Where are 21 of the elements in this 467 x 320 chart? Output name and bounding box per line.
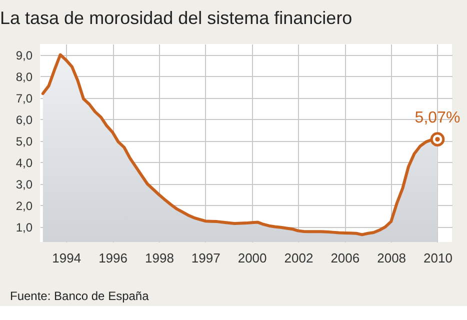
- x-tick-label: 2006: [330, 250, 360, 266]
- y-tick-label: 5,0: [16, 134, 33, 148]
- x-tick-label: 2008: [377, 250, 406, 266]
- y-tick-label: 6,0: [16, 112, 33, 127]
- y-tick-label: 3,0: [16, 177, 33, 192]
- annotation: 5,07%: [414, 109, 460, 126]
- x-tick-label: 1998: [144, 250, 174, 266]
- x-tick-label: 2000: [238, 250, 267, 266]
- x-tick-label: 1996: [98, 250, 128, 266]
- x-tick-label: 1994: [52, 250, 82, 266]
- x-tick-label: 2010: [424, 250, 452, 266]
- y-tick-label: 8,0: [16, 70, 33, 84]
- y-tick-label: 2,0: [16, 198, 33, 213]
- y-tick-label: 4,0: [16, 156, 33, 170]
- y-tick-label: 9,0: [16, 48, 33, 62]
- y-tick-label: 1,0: [16, 220, 33, 234]
- chart-title: La tasa de morosidad del sistema financiero: [0, 8, 352, 28]
- x-tick-label: 2002: [284, 250, 314, 266]
- y-tick-label: 7,0: [16, 91, 33, 106]
- x-tick-label: 1997: [191, 250, 220, 266]
- source-note: Fuente: Banco de España: [10, 289, 150, 303]
